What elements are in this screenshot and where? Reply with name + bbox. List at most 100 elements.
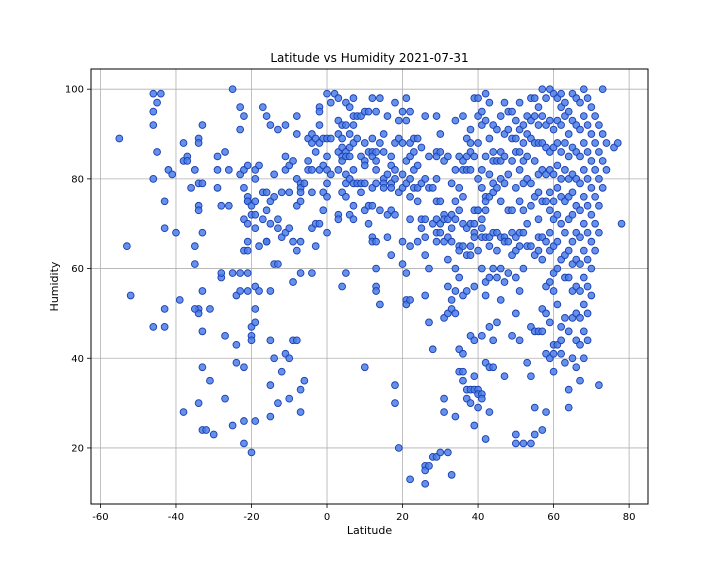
data-point <box>274 399 282 407</box>
data-point <box>266 219 275 228</box>
data-point <box>258 103 267 111</box>
data-point <box>364 107 373 116</box>
data-point <box>194 399 203 407</box>
data-point <box>557 175 565 183</box>
data-point <box>504 237 513 246</box>
data-point <box>561 358 569 367</box>
data-point <box>549 287 558 295</box>
data-point <box>523 219 532 228</box>
data-point <box>251 175 260 183</box>
data-point <box>334 215 343 224</box>
data-point <box>477 331 486 340</box>
data-point <box>527 201 535 210</box>
y-tick-label: 60 <box>71 264 84 275</box>
data-point <box>459 192 467 201</box>
data-point <box>576 125 584 134</box>
data-point <box>493 318 501 327</box>
data-point <box>481 291 490 300</box>
data-point <box>511 183 520 192</box>
data-point <box>557 89 565 98</box>
data-point <box>579 354 588 363</box>
data-point <box>568 188 577 197</box>
data-point <box>564 107 573 116</box>
data-point <box>368 201 377 210</box>
axis-ticks: -60 -40 -20 0 20 40 60 80 20 40 60 80 100 <box>65 85 636 523</box>
data-point <box>493 273 501 282</box>
data-point <box>304 157 312 165</box>
data-point <box>338 282 346 291</box>
data-point <box>262 206 271 215</box>
data-point <box>383 233 392 242</box>
data-point <box>511 116 520 125</box>
data-point <box>515 287 524 295</box>
data-point <box>323 192 331 201</box>
data-point <box>568 354 577 363</box>
data-point <box>266 336 275 345</box>
data-point <box>368 94 377 102</box>
data-point <box>508 107 516 116</box>
data-point <box>413 197 422 206</box>
data-point <box>470 421 479 430</box>
data-point <box>587 183 596 192</box>
data-point <box>391 210 399 219</box>
data-point <box>421 112 430 120</box>
data-point <box>583 309 592 318</box>
data-point <box>202 426 211 434</box>
data-point <box>587 157 596 165</box>
data-point <box>504 170 513 179</box>
data-point <box>447 237 456 246</box>
data-point <box>511 134 520 143</box>
data-point <box>530 157 539 165</box>
data-point <box>576 260 584 268</box>
data-point <box>198 287 207 295</box>
data-point <box>296 385 305 394</box>
data-point <box>285 394 294 403</box>
data-point <box>190 260 199 268</box>
data-point <box>436 197 445 206</box>
data-point <box>300 179 309 188</box>
data-point <box>530 403 539 412</box>
data-point <box>587 210 596 219</box>
data-point <box>228 421 237 430</box>
data-point <box>243 161 252 170</box>
data-point <box>206 376 214 385</box>
data-point <box>553 300 562 309</box>
data-point <box>255 287 263 295</box>
data-point <box>576 340 584 349</box>
data-point <box>398 139 407 147</box>
data-point <box>519 121 528 129</box>
data-point <box>398 170 407 179</box>
data-point <box>240 363 248 372</box>
data-point <box>481 89 490 98</box>
data-point <box>545 278 554 286</box>
data-point <box>240 112 248 120</box>
data-point <box>447 471 456 479</box>
data-point <box>470 233 479 242</box>
data-point <box>447 179 456 188</box>
data-point <box>194 206 203 215</box>
data-point <box>591 246 599 255</box>
data-point <box>432 112 441 120</box>
data-point <box>527 179 535 188</box>
data-point <box>277 367 286 376</box>
data-point <box>262 188 271 197</box>
data-point <box>315 219 324 228</box>
data-point <box>466 125 475 134</box>
data-point <box>345 103 354 111</box>
data-points <box>115 85 626 488</box>
y-tick-label: 80 <box>71 174 84 185</box>
data-point <box>326 134 335 143</box>
data-point <box>496 112 505 120</box>
x-tick-label: 40 <box>472 512 485 523</box>
data-point <box>504 125 513 134</box>
data-point <box>613 139 622 147</box>
data-point <box>595 201 603 210</box>
data-point <box>406 475 414 484</box>
data-point <box>349 201 358 210</box>
data-point <box>579 246 588 255</box>
data-point <box>402 269 411 277</box>
data-point <box>496 264 505 273</box>
data-point <box>477 394 486 403</box>
data-point <box>534 246 543 255</box>
